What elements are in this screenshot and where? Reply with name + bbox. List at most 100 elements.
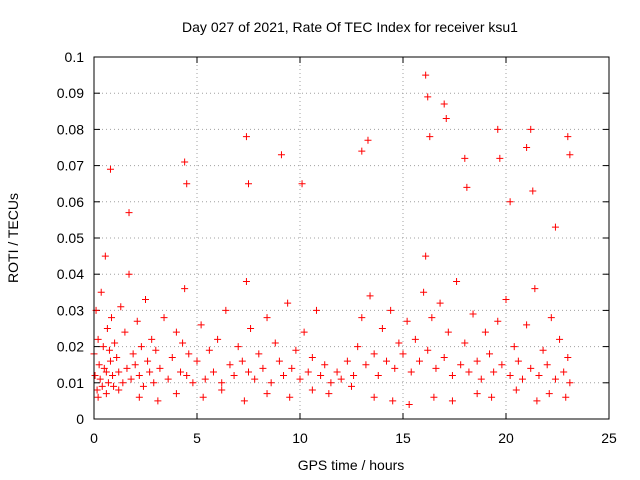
- data-point: [463, 183, 471, 191]
- data-point: [531, 285, 539, 293]
- data-point: [440, 100, 448, 108]
- x-axis-label: GPS time / hours: [298, 457, 405, 473]
- data-point: [551, 223, 559, 231]
- data-point: [267, 379, 275, 387]
- data-point: [181, 158, 189, 166]
- data-point: [473, 390, 481, 398]
- data-point: [535, 372, 543, 380]
- data-point: [183, 180, 191, 188]
- data-point: [527, 125, 535, 133]
- data-point: [242, 133, 250, 141]
- data-point: [391, 364, 399, 372]
- data-point: [506, 198, 514, 206]
- x-tick-label: 10: [292, 430, 308, 446]
- data-point: [333, 368, 341, 376]
- data-point: [146, 368, 154, 376]
- data-point: [139, 382, 147, 390]
- data-point: [430, 393, 438, 401]
- data-point: [292, 346, 300, 354]
- y-tick-label: 0.02: [57, 339, 84, 355]
- data-point: [218, 379, 226, 387]
- x-tick-label: 0: [90, 430, 98, 446]
- data-point: [148, 335, 156, 343]
- y-tick-label: 0.01: [57, 375, 84, 391]
- data-point: [321, 361, 329, 369]
- data-point: [358, 147, 366, 155]
- data-point: [350, 372, 358, 380]
- data-point: [407, 368, 415, 376]
- data-point: [556, 335, 564, 343]
- data-point: [121, 328, 129, 336]
- data-point: [481, 328, 489, 336]
- data-point: [179, 339, 187, 347]
- data-point: [110, 382, 118, 390]
- data-point: [551, 375, 559, 383]
- data-point: [97, 288, 105, 296]
- data-point: [113, 353, 121, 361]
- data-point: [312, 306, 320, 314]
- data-point: [424, 346, 432, 354]
- x-tick-label: 20: [498, 430, 514, 446]
- data-point: [100, 364, 108, 372]
- data-point: [543, 361, 551, 369]
- data-point: [473, 357, 481, 365]
- y-tick-label: 0: [76, 411, 84, 427]
- data-point: [469, 310, 477, 318]
- data-point: [177, 368, 185, 376]
- data-point: [529, 187, 537, 195]
- data-point: [102, 368, 110, 376]
- data-point: [510, 343, 518, 351]
- data-point: [490, 368, 498, 376]
- data-points: [90, 71, 574, 409]
- data-point: [98, 382, 106, 390]
- data-point: [486, 350, 494, 358]
- data-point: [135, 393, 143, 401]
- data-point: [144, 357, 152, 365]
- data-point: [125, 270, 133, 278]
- x-tick-label: 15: [395, 430, 411, 446]
- data-point: [564, 133, 572, 141]
- data-point: [527, 364, 535, 372]
- data-point: [119, 379, 127, 387]
- data-point: [103, 325, 111, 332]
- data-point: [564, 353, 572, 361]
- data-point: [106, 357, 114, 365]
- data-point: [415, 357, 423, 365]
- data-point: [348, 382, 355, 390]
- data-point: [286, 393, 294, 401]
- data-point: [214, 335, 222, 343]
- data-point: [426, 133, 434, 141]
- data-point: [230, 372, 238, 380]
- data-point: [284, 299, 292, 307]
- data-point: [506, 372, 514, 380]
- y-axis-label: ROTI / TECUs: [5, 193, 21, 283]
- data-point: [337, 375, 345, 383]
- data-point: [135, 372, 143, 380]
- data-point: [358, 314, 366, 322]
- data-point: [142, 296, 149, 304]
- data-point: [183, 372, 191, 380]
- y-tick-label: 0.06: [57, 194, 84, 210]
- data-point: [99, 343, 107, 351]
- data-point: [164, 375, 172, 383]
- data-point: [255, 350, 263, 358]
- plot-frame: [93, 56, 610, 420]
- data-point: [245, 368, 252, 376]
- data-point: [496, 154, 504, 162]
- data-point: [185, 350, 193, 358]
- data-point: [512, 386, 520, 394]
- data-point: [205, 346, 213, 354]
- data-point: [150, 379, 158, 387]
- data-point: [420, 288, 428, 296]
- data-point: [461, 154, 469, 162]
- data-point: [488, 393, 496, 401]
- data-point: [133, 317, 141, 325]
- data-point: [383, 357, 391, 365]
- data-point: [308, 353, 316, 361]
- data-point: [457, 361, 465, 369]
- x-tick-label: 5: [193, 430, 201, 446]
- data-point: [152, 346, 160, 354]
- data-point: [127, 375, 135, 383]
- data-point: [275, 357, 283, 365]
- data-point: [502, 296, 510, 304]
